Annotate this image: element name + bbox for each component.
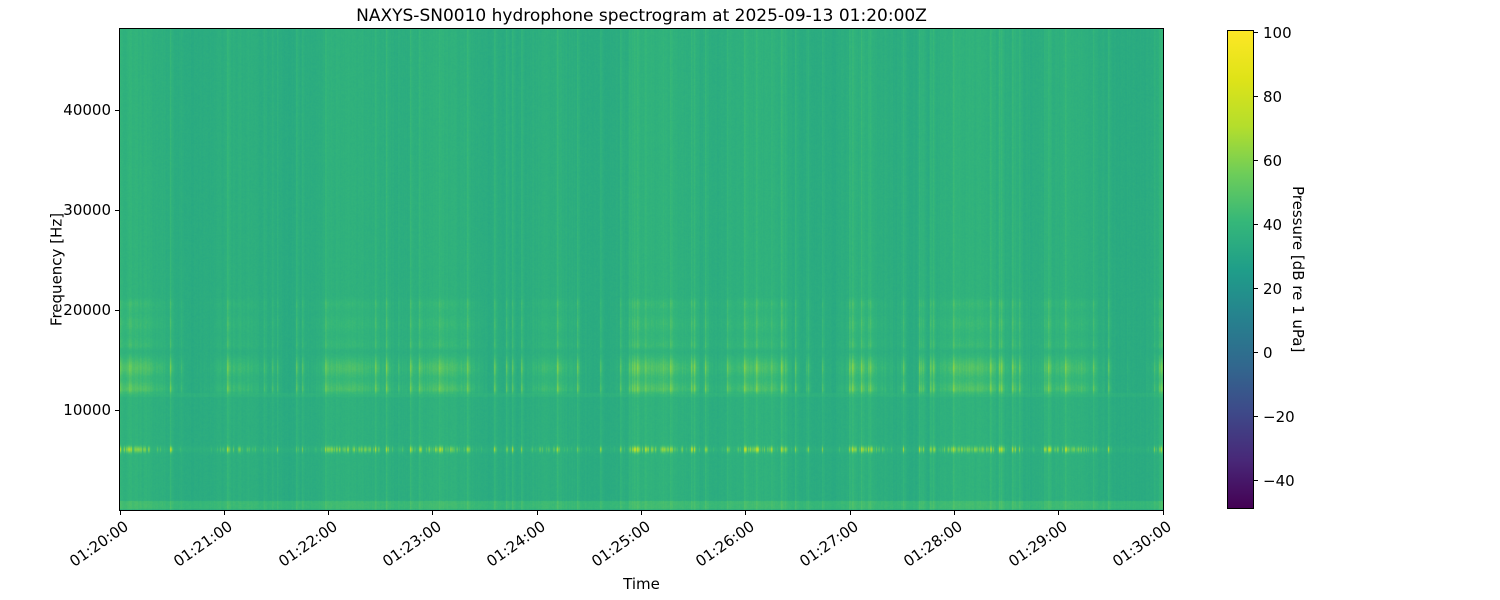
- colorbar-tick-mark: [1254, 96, 1258, 98]
- x-tick-label: 01:30:00: [1109, 517, 1175, 571]
- y-tick-mark: [115, 109, 119, 111]
- colorbar-tick-mark: [1254, 416, 1258, 418]
- colorbar-tick-label: 0: [1263, 343, 1273, 362]
- colorbar-tick-mark: [1254, 160, 1258, 162]
- colorbar-tick-label: 40: [1263, 215, 1283, 234]
- y-tick-label: 20000: [63, 301, 111, 319]
- colorbar-tick-label: −40: [1263, 471, 1295, 490]
- x-tick-label: 01:27:00: [796, 517, 862, 571]
- y-tick-mark: [115, 409, 119, 411]
- x-tick-label: 01:21:00: [170, 517, 237, 571]
- x-tick-label: 01:29:00: [1004, 517, 1071, 571]
- x-tick-mark: [536, 511, 538, 515]
- colorbar-tick-label: 60: [1263, 151, 1283, 170]
- x-tick-label: 01:28:00: [900, 517, 967, 571]
- x-tick-mark: [849, 511, 851, 515]
- x-tick-mark: [432, 511, 434, 515]
- x-tick-label: 01:24:00: [483, 517, 549, 571]
- colorbar-tick-label: 20: [1263, 279, 1283, 298]
- colorbar-tick-label: −20: [1263, 407, 1295, 426]
- y-tick-label: 30000: [63, 201, 111, 219]
- x-tick-label: 01:23:00: [379, 517, 445, 571]
- x-tick-label: 01:20:00: [66, 517, 132, 571]
- x-tick-mark: [641, 511, 642, 515]
- x-tick-label: 01:25:00: [587, 517, 654, 571]
- x-tick-mark: [328, 511, 330, 515]
- colorbar-tick-mark: [1254, 224, 1258, 226]
- x-tick-mark: [1162, 511, 1164, 515]
- y-tick-label: 10000: [63, 401, 111, 419]
- y-tick-label: 40000: [63, 101, 111, 119]
- x-tick-mark: [1058, 511, 1060, 515]
- colorbar: [1227, 30, 1254, 509]
- x-tick-label: 01:22:00: [274, 517, 341, 571]
- y-axis-label: Frequency [Hz]: [47, 212, 66, 327]
- colorbar-tick-mark: [1254, 480, 1258, 482]
- x-tick-label: 01:26:00: [692, 517, 758, 571]
- plot-area: [119, 28, 1164, 511]
- x-tick-mark: [745, 511, 747, 515]
- colorbar-tick-mark: [1254, 288, 1258, 290]
- colorbar-tick-label: 80: [1263, 87, 1283, 106]
- x-tick-mark: [953, 511, 955, 515]
- y-tick-mark: [115, 309, 119, 311]
- spectrogram-heatmap: [120, 29, 1163, 510]
- chart-title: NAXYS-SN0010 hydrophone spectrogram at 2…: [356, 6, 927, 26]
- x-tick-mark: [223, 511, 225, 515]
- x-axis-label: Time: [623, 575, 660, 593]
- colorbar-tick-mark: [1254, 352, 1258, 354]
- colorbar-tick-label: 100: [1263, 23, 1292, 42]
- y-tick-mark: [115, 209, 119, 211]
- colorbar-label: Pressure [dB re 1 uPa]: [1289, 185, 1307, 353]
- colorbar-tick-mark: [1254, 32, 1258, 34]
- x-tick-mark: [119, 511, 121, 515]
